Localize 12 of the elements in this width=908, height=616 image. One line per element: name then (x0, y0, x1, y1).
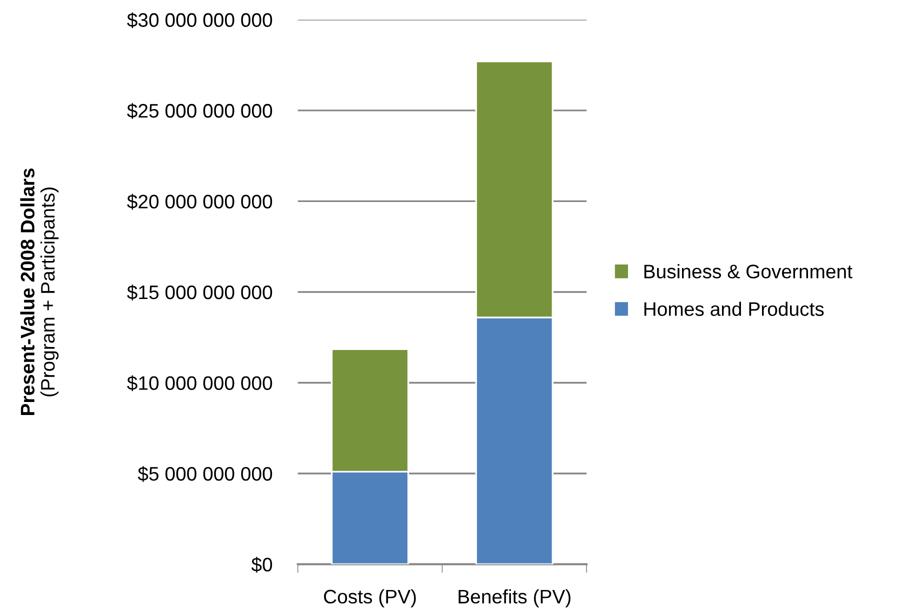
y-tick-label: $0 (251, 556, 272, 573)
legend-label: Homes and Products (644, 302, 824, 316)
y-tick-label: $25 000 000 000 (127, 103, 272, 119)
y-tick-label: $10 000 000 000 (127, 375, 272, 392)
y-tick-label: $20 000 000 000 (127, 194, 272, 210)
y-tick-label: $5 000 000 000 (138, 466, 272, 482)
x-tick-label: Benefits (PV) (458, 589, 570, 608)
x-tick-label: Costs (PV) (324, 589, 416, 608)
legend-label: Business & Government (644, 264, 852, 278)
y-tick-label: $30 000 000 000 (127, 12, 272, 28)
y-tick-label: $15 000 000 000 (127, 284, 272, 300)
y-axis-title: Present-Value 2008 Dollars (Program + Participants) (20, 168, 59, 415)
